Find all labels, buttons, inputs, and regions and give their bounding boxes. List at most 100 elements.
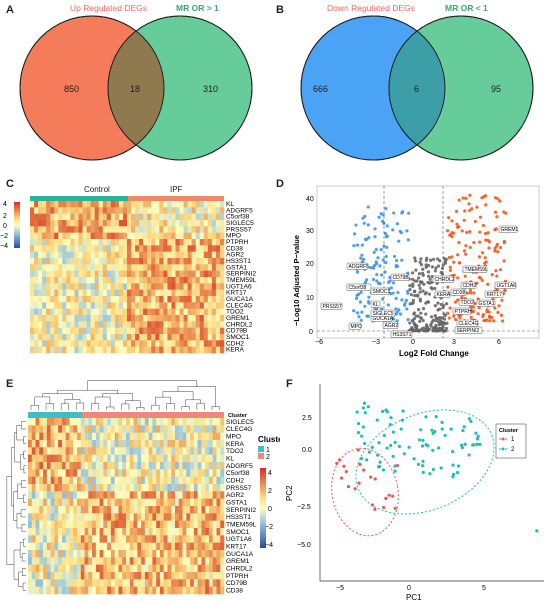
volcano-point — [465, 291, 470, 295]
heatmap-e-cell — [144, 528, 149, 536]
heatmap-e-cell — [95, 462, 100, 470]
heatmap-c-cell — [215, 258, 221, 265]
heatmap-e-cell — [144, 557, 149, 565]
heatmap-e-cell — [205, 440, 210, 448]
heatmap-c-cell — [66, 201, 71, 208]
heatmap-c-cell — [74, 296, 79, 303]
heatmap-c-cell — [70, 346, 75, 354]
heatmap-c-cell — [114, 226, 120, 233]
heatmap-e-gene-label: CLEC4G — [226, 426, 252, 433]
heatmap-e-cell — [73, 579, 78, 587]
heatmap-e-cell — [58, 491, 63, 499]
heatmap-c-cell — [54, 220, 59, 227]
heatmap-c-cell — [147, 340, 152, 347]
heatmap-e-cell — [28, 498, 33, 507]
volcano-gene-label: SMOC1 — [373, 289, 391, 295]
heatmap-c-cell — [155, 327, 160, 335]
heatmap-e-cell — [133, 520, 138, 529]
heatmap-e-cell — [144, 476, 149, 485]
heatmap-c-cell — [54, 245, 59, 252]
heatmap-c-cell — [62, 296, 67, 303]
heatmap-e-cell — [148, 528, 153, 536]
heatmap-c-cell — [42, 239, 47, 246]
heatmap-c-cell — [199, 321, 205, 328]
heatmap-e-cell — [205, 572, 210, 580]
heatmap-c-cell — [114, 264, 120, 271]
heatmap-c-cell — [122, 220, 128, 227]
heatmap-c-cell — [147, 296, 152, 303]
heatmap-c-cell — [78, 213, 83, 221]
heatmap-c-cell — [58, 201, 63, 208]
heatmap-c-cell — [82, 207, 87, 214]
heatmap-e-cell — [182, 498, 187, 507]
heatmap-e-cell — [35, 491, 40, 499]
heatmap-c-cell — [42, 232, 47, 240]
volcano-point — [371, 277, 376, 282]
volcano-point — [404, 298, 409, 303]
heatmap-e-cell — [148, 550, 153, 558]
heatmap-c-cell — [110, 239, 116, 246]
heatmap-e-cell — [193, 564, 198, 573]
heatmap-c-cell — [215, 296, 221, 303]
heatmap-c-cell — [114, 232, 120, 240]
heatmap-c-cell — [86, 346, 91, 354]
heatmap-c-cell — [187, 270, 192, 278]
pca-point-cluster2 — [420, 444, 425, 448]
heatmap-c-cell — [175, 258, 180, 265]
heatmap-c-leg-m2: −2 — [0, 233, 8, 240]
volcano-point — [424, 258, 428, 262]
heatmap-e-cell — [103, 462, 108, 470]
volcano-point — [378, 264, 382, 268]
volcano-point — [365, 314, 369, 318]
heatmap-e-cell — [54, 491, 59, 499]
heatmap-e-cell — [69, 528, 74, 536]
heatmap-c-cell — [143, 207, 148, 214]
heatmap-c-cell — [211, 277, 217, 284]
heatmap-c-cell — [66, 340, 71, 347]
heatmap-e-cell — [186, 557, 191, 565]
volcano-point — [438, 315, 442, 320]
heatmap-c-cell — [155, 283, 160, 290]
heatmap-e-cell — [61, 572, 66, 580]
heatmap-c-cell — [110, 289, 116, 297]
pca-point-cluster2 — [462, 425, 466, 429]
heatmap-e-cell — [152, 462, 157, 470]
heatmap-c-leg-m4: −4 — [0, 243, 8, 250]
heatmap-e-gene-label: PRSS57 — [226, 485, 252, 492]
heatmap-c-cell — [54, 296, 59, 303]
heatmap-e-cell — [126, 557, 131, 565]
heatmap-e-cell — [65, 550, 70, 558]
heatmap-e-cell — [69, 491, 74, 499]
volcano-point — [391, 228, 395, 232]
heatmap-e-cell — [159, 498, 164, 507]
heatmap-c-cell — [122, 334, 128, 341]
heatmap-e-cell — [73, 469, 78, 477]
heatmap-c-cell — [58, 207, 63, 214]
heatmap-e-cell — [167, 586, 172, 595]
heatmap-c-cell — [82, 302, 87, 309]
heatmap-e-cell — [103, 586, 108, 595]
heatmap-e-cell — [58, 462, 63, 470]
heatmap-e-cell — [58, 425, 63, 433]
heatmap-e-cell — [99, 506, 104, 514]
heatmap-e-cell — [220, 550, 225, 558]
heatmap-e-cell — [95, 564, 100, 573]
heatmap-c-cell — [215, 226, 221, 233]
heatmap-e-cell — [208, 432, 213, 441]
pca-point-cluster2 — [382, 433, 386, 438]
heatmap-e-cell — [152, 579, 157, 587]
heatmap-c-cell — [159, 232, 164, 240]
heatmap-c-cell — [78, 346, 83, 354]
heatmap-e-cell — [144, 513, 149, 521]
heatmap-e-cell — [39, 454, 44, 463]
heatmap-e-cell — [141, 506, 146, 514]
heatmap-c-cell — [110, 270, 116, 278]
heatmap-c-cell — [135, 346, 140, 354]
heatmap-e-color-legend — [260, 468, 266, 548]
heatmap-e-cell — [156, 586, 161, 595]
panel-b-label: B — [276, 4, 284, 16]
heatmap-e-cell — [201, 418, 206, 426]
heatmap-c-cell — [179, 270, 184, 278]
heatmap-c-cell — [139, 258, 144, 265]
heatmap-c-cell — [147, 270, 152, 278]
